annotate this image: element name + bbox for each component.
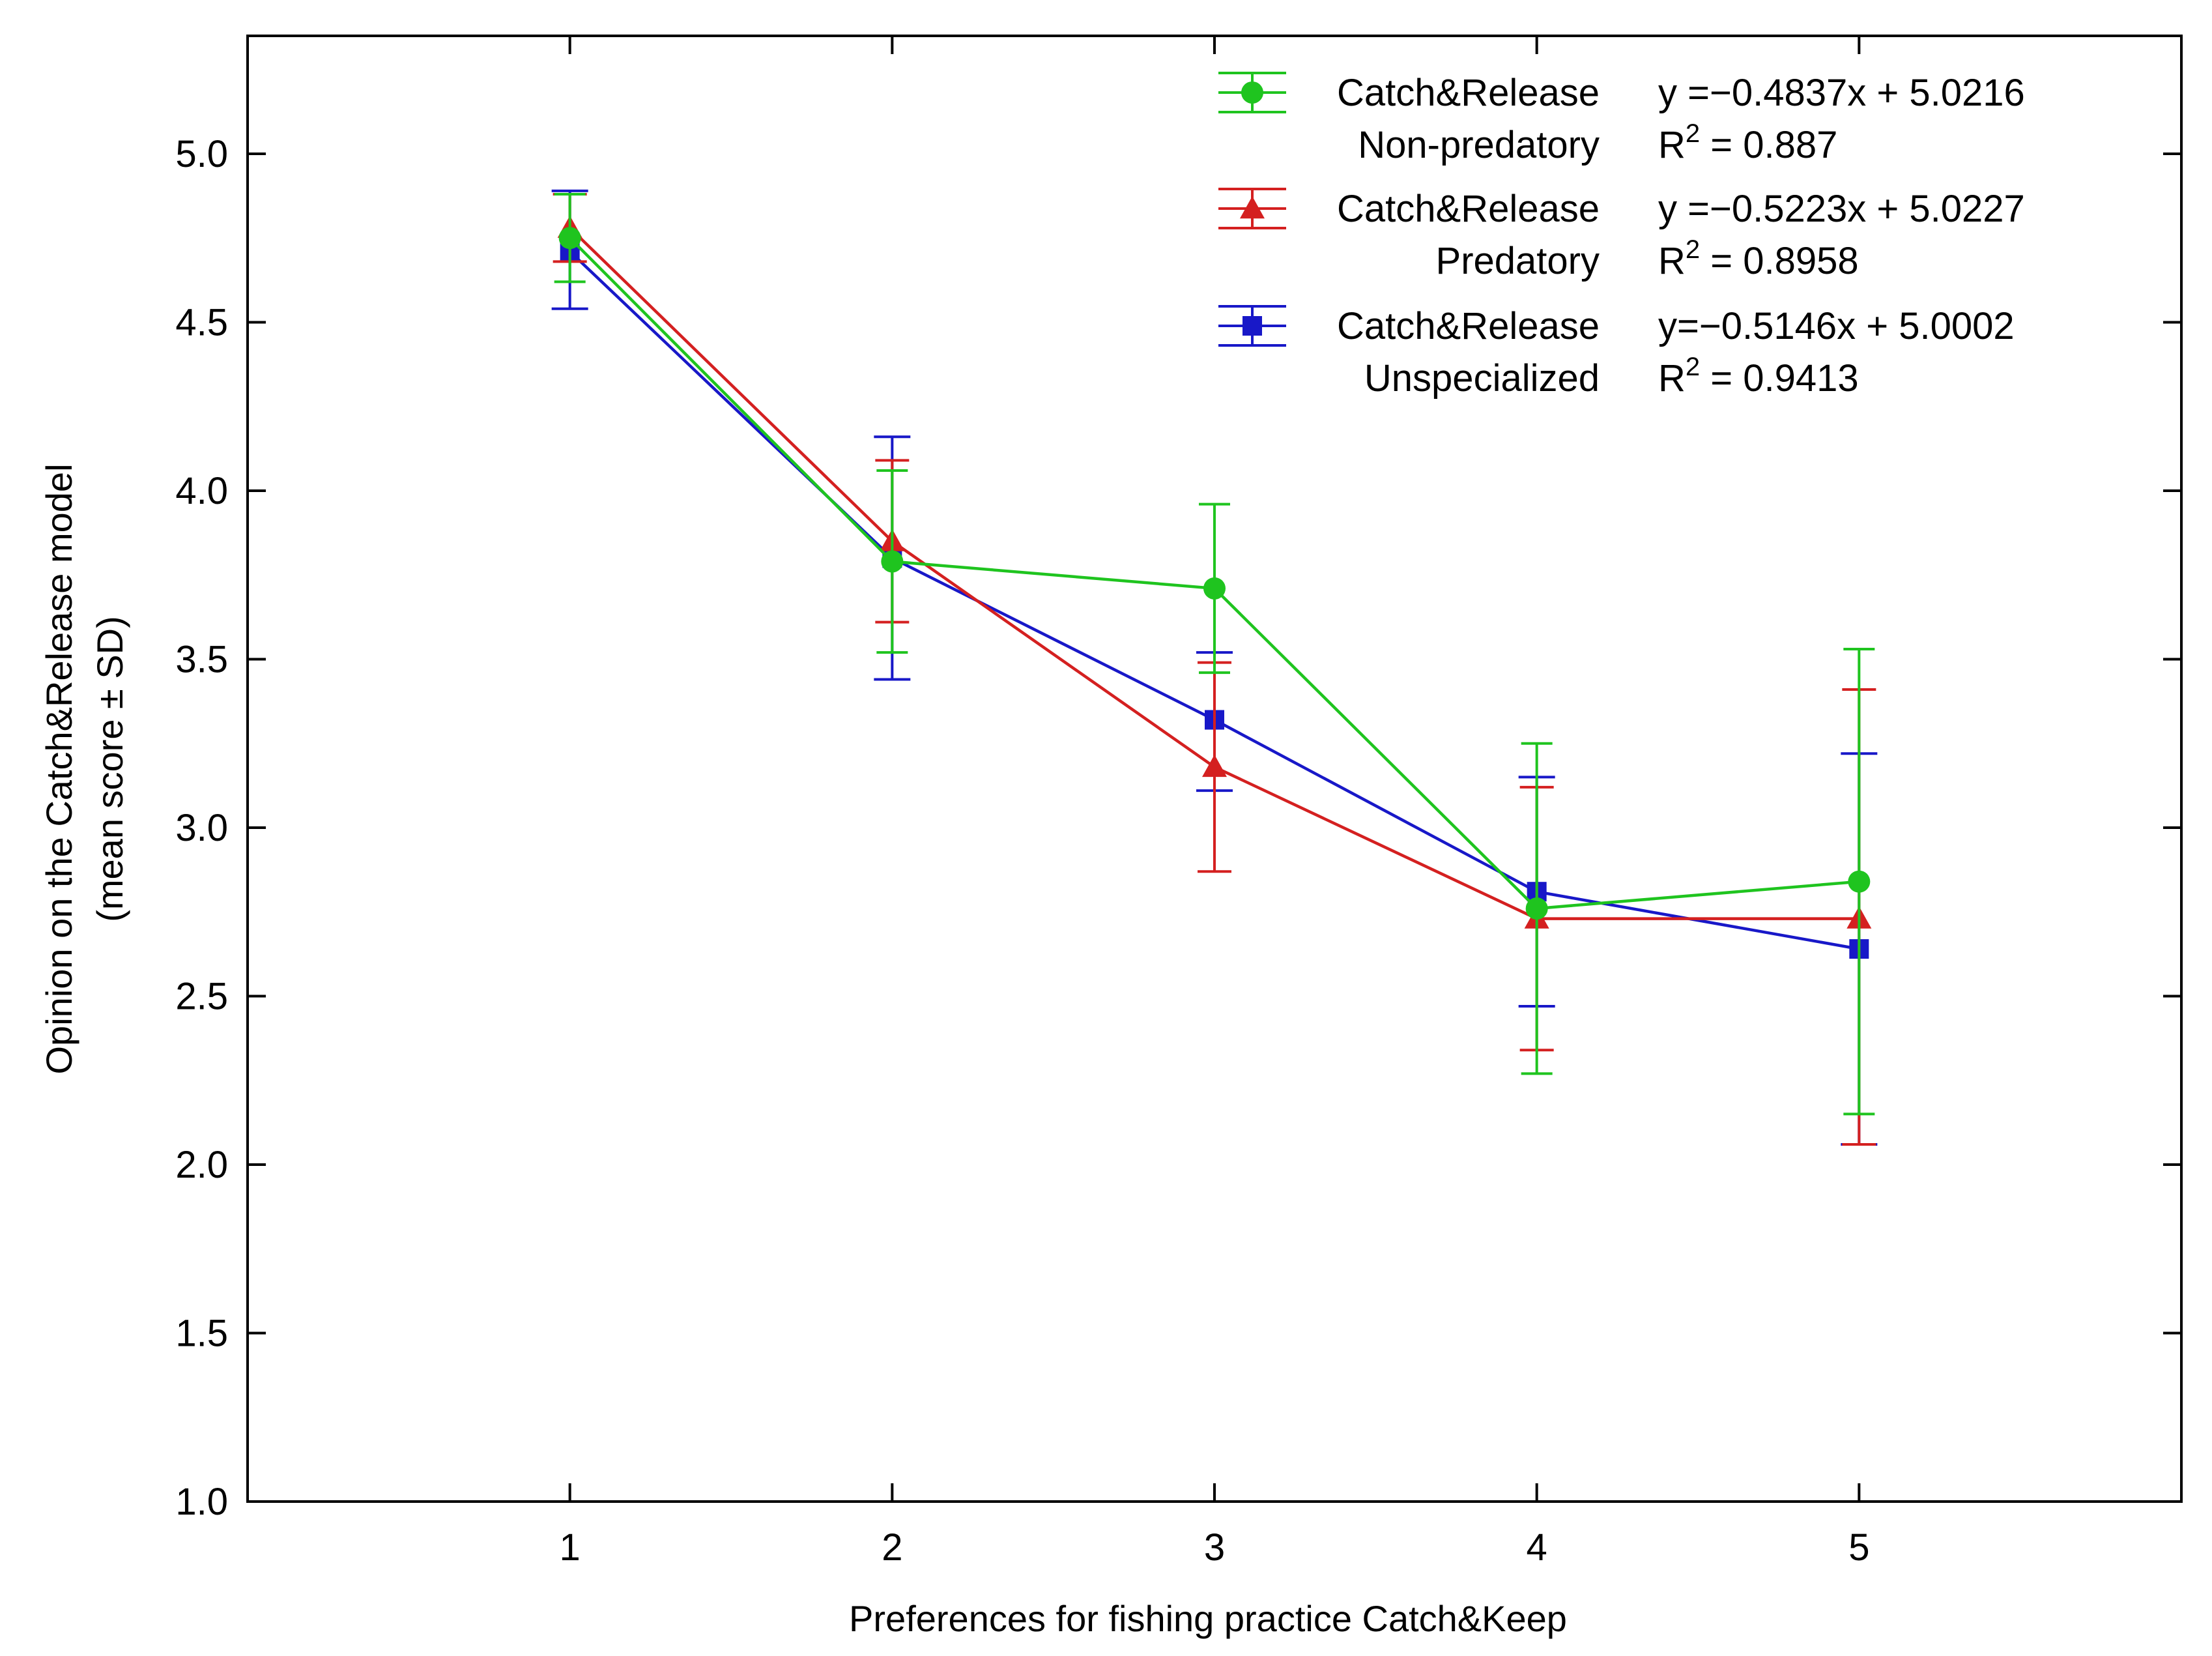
legend-r2-prefix: R [1658, 124, 1686, 166]
legend-marker [1242, 316, 1262, 336]
y-tick-label: 5.0 [175, 133, 228, 175]
legend-r2: R2 = 0.9413 [1658, 353, 1859, 399]
data-point [1848, 870, 1871, 893]
legend-r2: R2 = 0.8958 [1658, 235, 1859, 282]
legend: Catch&Release Non-predatory y =−0.4837x + … [1218, 72, 2025, 399]
x-tick-label: 2 [882, 1526, 902, 1569]
legend-item-unspecialized: Catch&Release Unspecialized y=−0.5146x + 5… [1218, 305, 2015, 399]
legend-r2-prefix: R [1658, 240, 1686, 282]
legend-r2-exponent: 2 [1686, 235, 1700, 264]
data-point [1202, 754, 1227, 777]
legend-equation: y=−0.5146x + 5.0002 [1658, 305, 2015, 347]
y-tick-label: 3.5 [175, 638, 228, 680]
legend-r2-exponent: 2 [1686, 353, 1700, 381]
x-tick-label: 5 [1848, 1526, 1869, 1569]
legend-item-non-predatory: Catch&Release Non-predatory y =−0.4837x + … [1218, 72, 2025, 166]
legend-subname: Unspecialized [1364, 357, 1600, 399]
legend-r2-value: = 0.9413 [1700, 357, 1859, 399]
legend-r2-value: = 0.887 [1700, 124, 1837, 166]
data-point [1203, 577, 1226, 600]
x-tick-label: 4 [1527, 1526, 1547, 1569]
legend-name: Catch&Release [1337, 188, 1600, 230]
y-tick-label: 3.0 [175, 807, 228, 849]
y-tick-label: 1.0 [175, 1481, 228, 1523]
x-tick-label: 1 [560, 1526, 581, 1569]
data-point [881, 550, 904, 573]
y-tick-label: 1.5 [175, 1312, 228, 1354]
y-axis-label-line2: (mean score ± SD) [89, 616, 130, 922]
legend-r2-value: = 0.8958 [1700, 240, 1859, 282]
legend-equation: y =−0.5223x + 5.0227 [1658, 188, 2025, 230]
legend-item-predatory: Catch&Release Predatory y =−0.5223x + 5.02… [1218, 188, 2025, 282]
series-layer [551, 189, 1878, 1146]
legend-r2-prefix: R [1658, 357, 1686, 399]
data-point [1525, 897, 1548, 920]
y-axis-label: Opinion on the Catch&Release model (mean… [38, 463, 130, 1074]
y-tick-label: 2.0 [175, 1144, 228, 1186]
legend-marker [1240, 196, 1265, 219]
legend-r2: R2 = 0.887 [1658, 119, 1837, 166]
legend-name: Catch&Release [1337, 72, 1600, 114]
data-point [558, 227, 581, 250]
x-axis-label: Preferences for fishing practice Catch&K… [849, 1598, 1567, 1639]
legend-r2-exponent: 2 [1686, 119, 1700, 148]
legend-name: Catch&Release [1337, 305, 1600, 347]
y-axis-label-line1: Opinion on the Catch&Release model [38, 463, 79, 1074]
y-axis-ticks: 1.0 1.5 2.0 2.5 3.0 3.5 4.0 4.5 5.0 [175, 133, 2181, 1523]
series-non-predatory [554, 192, 1875, 1116]
legend-subname: Predatory [1436, 240, 1600, 282]
y-tick-label: 4.0 [175, 470, 228, 512]
x-axis-ticks: 1 2 3 4 5 [560, 36, 1869, 1569]
legend-equation: y =−0.4837x + 5.0216 [1658, 72, 2025, 114]
legend-subname: Non-predatory [1358, 124, 1600, 166]
x-tick-label: 3 [1204, 1526, 1225, 1569]
y-tick-label: 2.5 [175, 975, 228, 1017]
legend-marker [1241, 81, 1263, 104]
y-tick-label: 4.5 [175, 301, 228, 343]
